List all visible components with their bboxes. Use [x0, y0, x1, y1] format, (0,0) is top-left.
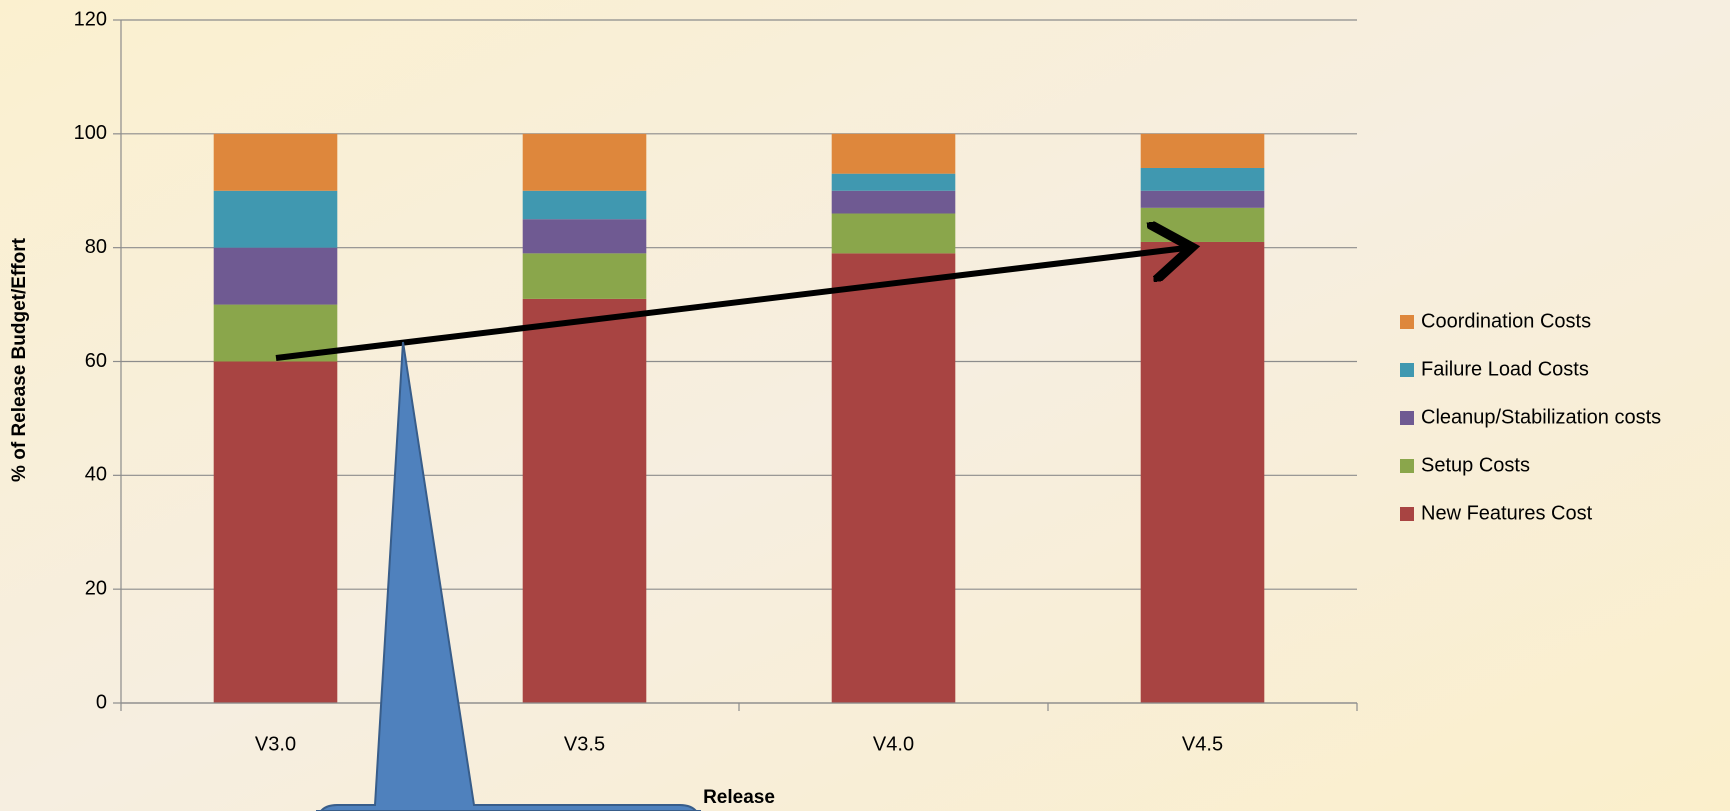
legend-swatch [1400, 363, 1414, 377]
legend-label: Coordination Costs [1421, 310, 1591, 332]
legend-label: Setup Costs [1421, 454, 1530, 476]
legend-label: Cleanup/Stabilization costs [1421, 406, 1661, 428]
bar-segment [1140, 190, 1265, 208]
y-tick-label: 20 [85, 577, 107, 599]
bar-segment [522, 298, 647, 703]
y-tick-label: 0 [96, 691, 107, 713]
y-tick-label: 60 [85, 350, 107, 372]
y-tick-label: 120 [74, 8, 107, 30]
legend-label: Failure Load Costs [1421, 358, 1589, 380]
bar-segment [522, 253, 647, 299]
x-tick-label: V3.5 [564, 733, 605, 755]
x-tick-label: V3.0 [255, 733, 296, 755]
legend-swatch [1400, 507, 1414, 521]
bar-segment [831, 190, 956, 214]
bar-segment [1140, 241, 1265, 703]
bar-segment [522, 190, 647, 220]
y-tick-label: 80 [85, 236, 107, 258]
legend-swatch [1400, 315, 1414, 329]
legend-label: New Features Cost [1421, 502, 1593, 524]
bar-segment [522, 133, 647, 191]
y-tick-label: 100 [74, 122, 107, 144]
bar-segment [1140, 207, 1265, 242]
legend-swatch [1400, 411, 1414, 425]
bar-segment [522, 219, 647, 254]
bar-segment [213, 361, 338, 703]
legend-swatch [1400, 459, 1414, 473]
bar-segment [831, 213, 956, 254]
x-tick-label: V4.5 [1182, 733, 1223, 755]
x-axis-title: Release [703, 787, 775, 808]
x-tick-label: V4.0 [873, 733, 914, 755]
bar-segment [213, 190, 338, 248]
bar-segment [213, 247, 338, 305]
plot-area: 0 20 40 60 80 100 120 V3.0 V3.5 V4.0 V4.5 [74, 8, 1358, 755]
bar-segment [831, 253, 956, 703]
bar-segment [1140, 133, 1265, 168]
bar-segment [1140, 167, 1265, 191]
y-axis-title: % of Release Budget/Effort [9, 237, 30, 482]
bar-segment [213, 133, 338, 191]
y-tick-label: 40 [85, 464, 107, 486]
trend-arrow [275, 248, 1186, 361]
bar-segment [831, 173, 956, 191]
callout [316, 341, 701, 811]
bar-segment [831, 133, 956, 174]
